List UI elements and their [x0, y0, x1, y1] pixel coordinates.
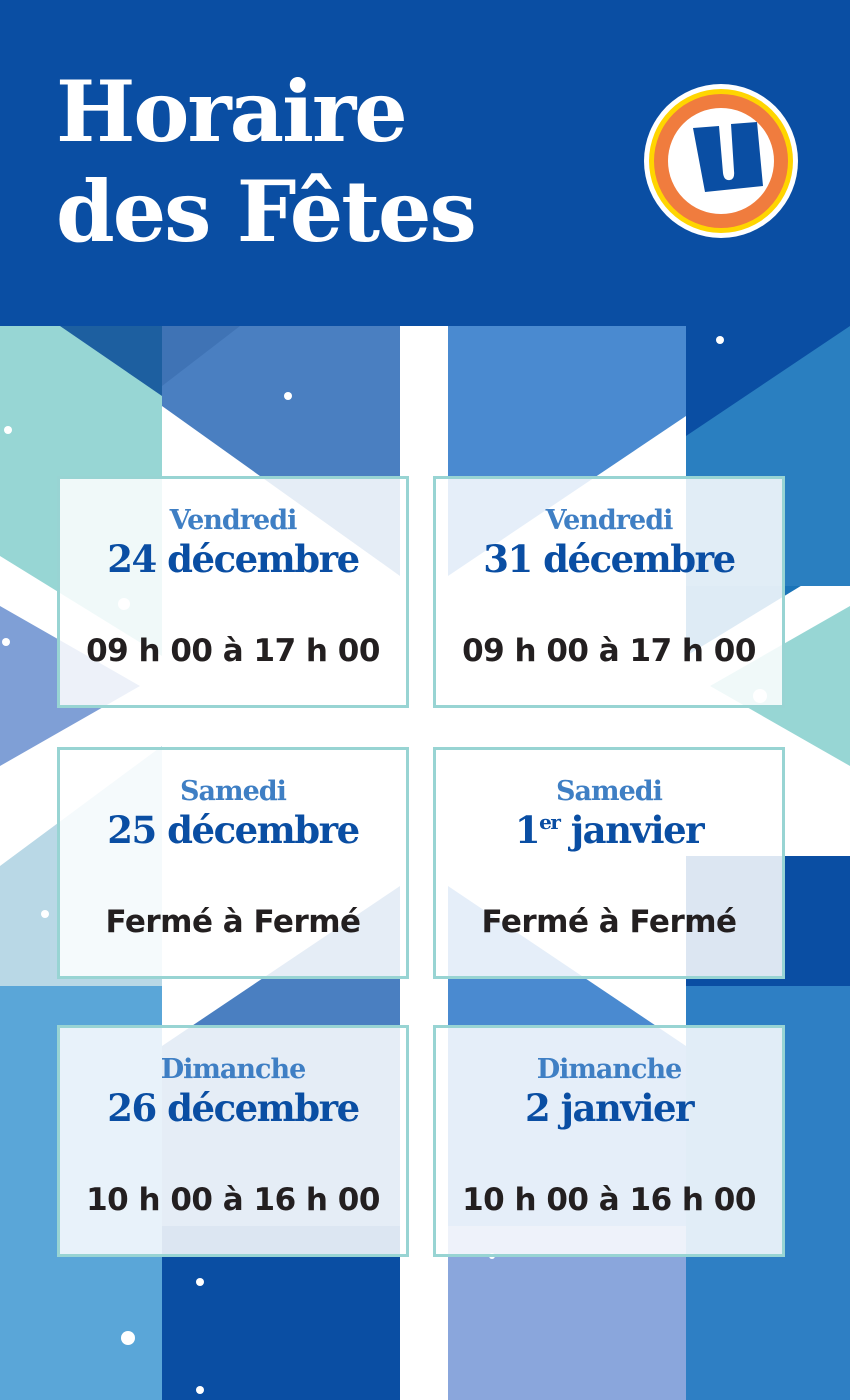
schedule-card-jan2: Dimanche 2 janvier 10 h 00 à 16 h 00	[433, 1025, 785, 1257]
hours-label: 09 h 00 à 17 h 00	[86, 633, 380, 669]
u-logo-icon	[644, 84, 798, 238]
day-label: Dimanche	[536, 1054, 683, 1085]
date-label: 2 janvier	[525, 1086, 694, 1130]
hours-label: Fermé à Fermé	[105, 904, 361, 940]
date-month: janvier	[559, 808, 705, 852]
schedule-card-dec31: Vendredi 31 décembre 09 h 00 à 17 h 00	[433, 476, 785, 708]
date-label: 26 décembre	[107, 1086, 360, 1130]
date-label: 1er janvier	[436, 808, 782, 852]
schedule-card-dec26: Dimanche 26 décembre 10 h 00 à 16 h 00	[57, 1025, 409, 1257]
page-title: Horaire des Fêtes	[56, 62, 477, 262]
day-label: Dimanche	[160, 1054, 307, 1085]
day-label: Samedi	[180, 776, 287, 807]
date-ordinal: er	[539, 810, 561, 834]
title-line-2: des Fêtes	[56, 162, 477, 261]
date-label: 24 décembre	[107, 537, 360, 581]
hours-label: Fermé à Fermé	[481, 904, 737, 940]
schedule-card-dec25: Samedi 25 décembre Fermé à Fermé	[57, 747, 409, 979]
schedule-card-jan1: Samedi 1er janvier Fermé à Fermé	[433, 747, 785, 979]
title-line-1: Horaire	[56, 62, 408, 161]
schedule-card-dec24: Vendredi 24 décembre 09 h 00 à 17 h 00	[57, 476, 409, 708]
date-label: 31 décembre	[483, 537, 736, 581]
hours-label: 10 h 00 à 16 h 00	[86, 1182, 380, 1218]
day-label: Samedi	[556, 776, 663, 807]
day-label: Vendredi	[169, 505, 298, 536]
day-label: Vendredi	[545, 505, 674, 536]
header-banner: Horaire des Fêtes	[0, 0, 850, 326]
date-label: 25 décembre	[107, 808, 360, 852]
hours-label: 10 h 00 à 16 h 00	[462, 1182, 756, 1218]
hours-label: 09 h 00 à 17 h 00	[462, 633, 756, 669]
date-number: 1	[514, 808, 541, 852]
